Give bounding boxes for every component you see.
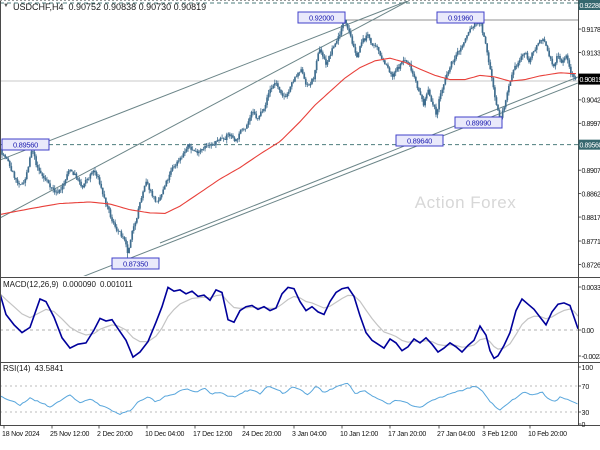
time-axis-label[interactable]: 3 Feb 12:00 [482, 431, 518, 438]
time-axis-label[interactable]: 17 Dec 12:00 [193, 431, 233, 438]
svg-text:0.89990: 0.89990 [466, 119, 491, 128]
macd-name: MACD(12,26,9) [3, 280, 59, 289]
price-label-annotation[interactable]: 0.89640 [395, 134, 444, 147]
main-price-panel[interactable] [0, 0, 578, 277]
time-axis-label[interactable]: 10 Jan 12:00 [340, 431, 379, 438]
price-label-annotation[interactable]: 0.89560 [1, 138, 50, 151]
svg-text:0.92000: 0.92000 [309, 14, 334, 23]
rsi-value: 43.5841 [34, 364, 64, 373]
price-axis-label[interactable]: 0.89560 [580, 143, 600, 150]
rsi-axis-label[interactable]: 30 [582, 410, 590, 417]
moving-average-line[interactable] [0, 57, 577, 215]
rsi-name: RSI(14) [3, 364, 31, 373]
current-price-label: 0.90819 [580, 77, 600, 84]
rsi-axis-label[interactable]: 70 [582, 384, 590, 391]
time-axis-label[interactable]: 17 Jan 20:00 [388, 431, 427, 438]
watermark: Action Forex [414, 193, 517, 212]
chart-symbol: USDCHF,H4 [13, 2, 64, 12]
macd-axis-label[interactable]: 0.00 [582, 328, 595, 335]
time-axis-label[interactable]: 25 Nov 12:00 [50, 431, 90, 438]
trendline[interactable] [0, 0, 410, 219]
collapse-chevron-icon[interactable]: ▼ [3, 3, 9, 9]
macd-axis-label[interactable]: 0.003328 [582, 285, 600, 292]
current-price-tag [578, 73, 600, 85]
time-axis-label[interactable]: 10 Feb 20:00 [528, 431, 567, 438]
price-label-annotation[interactable]: 0.92000 [297, 11, 346, 24]
time-axis-label[interactable]: 27 Jan 04:00 [437, 431, 476, 438]
chart-title: USDCHF,H4 0.90752 0.90838 0.90730 0.90819 [13, 2, 206, 12]
macd-indicator-title: MACD(12,26,9) 0.000090 0.001011 [3, 280, 137, 289]
trendline[interactable] [82, 82, 578, 277]
trendline[interactable] [159, 76, 578, 244]
price-axis-highlight [578, 0, 600, 10]
macd-value-signal: 0.001011 [99, 280, 133, 289]
macd-panel[interactable] [0, 286, 578, 360]
price-label-annotation[interactable]: 0.91960 [436, 11, 485, 24]
price-label-annotation[interactable]: 0.89990 [454, 116, 503, 129]
candlestick-bodies [1, 19, 577, 253]
svg-text:0.89560: 0.89560 [13, 141, 38, 150]
rsi-indicator-title: RSI(14) 43.5841 [3, 364, 67, 373]
svg-text:0.91960: 0.91960 [448, 14, 473, 23]
price-label-annotation[interactable]: 0.87350 [111, 257, 160, 270]
price-axis-highlight [578, 139, 600, 150]
svg-text:0.89640: 0.89640 [407, 137, 432, 146]
chart-ohlc-values: 0.90752 0.90838 0.90730 0.90819 [68, 2, 207, 12]
svg-text:0.87350: 0.87350 [123, 260, 148, 269]
rsi-axis-label[interactable]: 0 [582, 422, 586, 429]
time-axis-label[interactable]: 18 Nov 2024 [2, 431, 40, 438]
rsi-panel[interactable] [0, 382, 578, 415]
macd-value-main: 0.000090 [62, 280, 96, 289]
macd-line [1, 286, 578, 360]
macd-axis-label[interactable]: -0.002334 [582, 354, 600, 361]
rsi-line [1, 382, 578, 415]
rsi-axis-label[interactable]: 100 [582, 365, 594, 372]
time-axis-label[interactable]: 3 Jan 04:00 [292, 431, 327, 438]
time-axis-label[interactable]: 10 Dec 04:00 [145, 431, 185, 438]
time-axis-label[interactable]: 24 Dec 20:00 [242, 431, 282, 438]
time-axis-label[interactable]: 2 Dec 20:00 [97, 431, 133, 438]
price-axis-label[interactable]: 0.92280 [580, 3, 600, 10]
